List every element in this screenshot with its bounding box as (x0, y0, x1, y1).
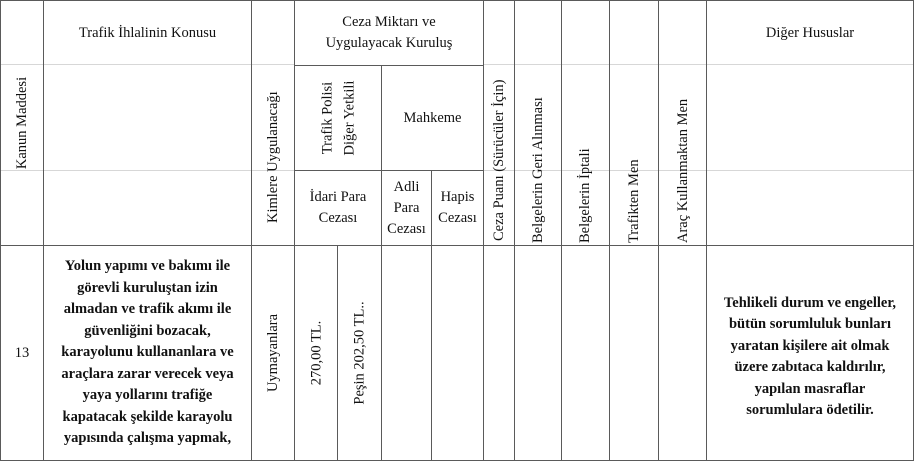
row-belge-iptal (561, 245, 609, 461)
diger-hususlar-line: yapılan masraflar (754, 380, 866, 397)
row-diger-hususlar-text: Tehlikeli durum ve engeller, bütün soruml… (724, 293, 896, 422)
ihlal-konusu-line: görevli kuruluştan izin (77, 279, 218, 296)
header-mahkeme: Mahkeme (381, 65, 483, 170)
diger-hususlar-line: Tehlikeli durum ve engeller, (723, 294, 897, 311)
ihlal-konusu-line: Yolun yapımı ve bakımı ile (64, 258, 231, 275)
header-belge-geri-alinmasi: Belgelerin Geri Alınması (514, 0, 561, 245)
row-arac-men (658, 245, 706, 461)
row-hapis (431, 245, 483, 461)
header-arac-kullanmaktan-men: Araç Kullanmaktan Men (658, 0, 706, 245)
row-diger-hususlar: Tehlikeli durum ve engeller, bütün soruml… (706, 245, 914, 461)
diger-hususlar-line: sorumlulara ödetilir. (746, 402, 874, 418)
header-diger-hususlar: Diğer Hususlar (706, 0, 914, 245)
row-ceza-puani (483, 245, 514, 461)
row-madde-no: 13 (0, 245, 43, 461)
header-trafik-polisi: Trafik Polisi Diğer Yetkili (294, 65, 381, 170)
diger-hususlar-line: bütün sorumluluk bunları (728, 316, 891, 332)
row-belge-geri (514, 245, 561, 461)
diger-hususlar-line: yaratan kişilere ait olmak (730, 337, 890, 354)
guide-line-lower (0, 170, 294, 171)
header-idari-para-cezasi: İdari Para Cezası (294, 170, 381, 245)
ihlal-konusu-line: almadan ve trafik akımı ile (63, 301, 232, 318)
header-kimlere: Kimlere Uygulanacağı (251, 0, 294, 245)
row-trafikten-men (609, 245, 658, 461)
row-kimlere: Uymayanlara (251, 245, 294, 461)
guide-line-upper (0, 64, 294, 65)
ihlal-konusu-line: yaya yollarını trafiğe (82, 387, 213, 404)
ihlal-konusu-line: yapısında çalışma yapmak, (63, 430, 232, 447)
ihlal-konusu-line: kapatacak şekilde karayolu (62, 408, 233, 425)
header-ihlal-konusu: Trafik İhlalinin Konusu (43, 0, 251, 245)
ihlal-konusu-line: araçlara zarar verecek veya (61, 365, 234, 382)
ihlal-konusu-line: güvenliğini bozacak, (84, 322, 211, 339)
header-ceza-puani: Ceza Puanı (Sürücüler İçin) (483, 0, 514, 245)
row-idari-ceza: 270,00 TL. (294, 245, 337, 461)
guide-line-lower-right (483, 170, 914, 171)
header-kanun-maddesi: Kanun Maddesi (0, 0, 43, 245)
ihlal-konusu-line: karayolunu kullananlara ve (61, 344, 234, 361)
row-ihlal-konusu: Yolun yapımı ve bakımı ile görevli kurulu… (43, 245, 251, 461)
guide-line-upper-right (483, 64, 914, 65)
diger-hususlar-line: üzere zabıtaca kaldırılır, (734, 359, 886, 375)
header-hapis-cezasi: Hapis Cezası (431, 170, 483, 245)
header-ceza-miktari: Ceza Miktarı ve Uygulayacak Kuruluş (294, 0, 483, 65)
header-belge-iptali: Belgelerin İptali (561, 0, 609, 245)
row-pesin-ceza: Peşin 202,50 TL.. (337, 245, 381, 461)
row-adli-para (381, 245, 431, 461)
header-adli-para-cezasi: Adli Para Cezası (381, 170, 431, 245)
header-trafikten-men: Trafikten Men (609, 0, 658, 245)
row-ihlal-konusu-text: Yolun yapımı ve bakımı ile görevli kurulu… (61, 256, 233, 450)
